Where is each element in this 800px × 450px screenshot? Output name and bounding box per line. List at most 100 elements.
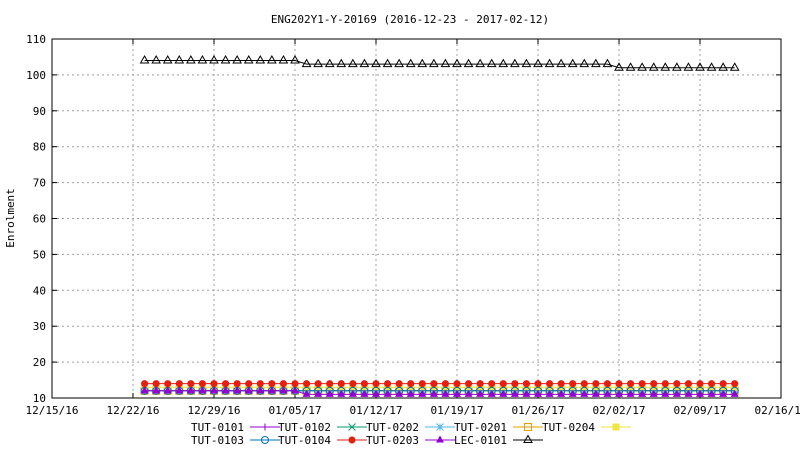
y-tick-label: 60 bbox=[33, 213, 46, 226]
data-point bbox=[324, 58, 335, 68]
data-point bbox=[523, 434, 533, 443]
data-point bbox=[348, 389, 357, 397]
y-tick-label: 80 bbox=[33, 141, 46, 154]
data-point bbox=[268, 380, 276, 388]
data-point bbox=[314, 380, 322, 388]
data-point bbox=[441, 380, 449, 388]
legend-label: TUT-0201 bbox=[454, 421, 507, 434]
data-point bbox=[465, 380, 473, 388]
data-point bbox=[719, 389, 728, 397]
data-point bbox=[371, 58, 381, 68]
legend-item: TUT-0203 bbox=[366, 434, 455, 447]
data-point bbox=[197, 55, 208, 64]
data-point bbox=[430, 380, 438, 388]
data-point bbox=[625, 62, 636, 71]
data-point bbox=[557, 389, 566, 397]
data-point bbox=[245, 380, 253, 388]
data-point bbox=[661, 380, 669, 388]
data-point bbox=[453, 380, 461, 388]
data-point bbox=[233, 386, 242, 394]
data-point bbox=[383, 389, 392, 397]
data-point bbox=[603, 389, 612, 397]
data-point bbox=[325, 389, 334, 397]
data-point bbox=[660, 62, 671, 71]
data-point bbox=[522, 389, 531, 397]
data-point bbox=[486, 58, 497, 68]
data-point bbox=[256, 380, 264, 388]
data-point bbox=[730, 389, 739, 397]
data-point bbox=[592, 380, 600, 388]
data-point bbox=[394, 58, 405, 68]
data-point bbox=[348, 423, 356, 431]
data-point bbox=[429, 389, 438, 397]
data-point bbox=[407, 380, 415, 388]
data-point bbox=[649, 389, 658, 397]
series-layer bbox=[139, 55, 740, 397]
legend-item: TUT-0204 bbox=[542, 421, 631, 434]
data-point bbox=[405, 58, 416, 68]
series-tut-0204 bbox=[141, 383, 739, 391]
data-point bbox=[175, 386, 184, 394]
data-point bbox=[708, 380, 716, 388]
data-point bbox=[151, 55, 162, 64]
data-point bbox=[498, 58, 509, 68]
data-point bbox=[521, 58, 532, 68]
x-tick-label: 01/19/17 bbox=[431, 404, 484, 417]
data-point bbox=[590, 58, 601, 68]
data-point bbox=[348, 436, 356, 444]
data-point bbox=[453, 389, 461, 397]
series-lec-0101 bbox=[139, 55, 740, 71]
legend: TUT-0101 TUT-0102 TUT-0202 TUT-0201 TUT-0204… bbox=[191, 421, 631, 447]
legend-item: TUT-0202 bbox=[366, 421, 455, 434]
data-point bbox=[612, 423, 620, 431]
x-tick-label: 12/29/16 bbox=[188, 404, 241, 417]
data-point bbox=[198, 380, 206, 388]
data-point bbox=[696, 380, 704, 388]
x-tick-label: 01/12/17 bbox=[350, 404, 403, 417]
x-tick-label: 02/16/17 bbox=[755, 404, 800, 417]
data-point bbox=[684, 389, 693, 397]
data-point bbox=[615, 380, 623, 388]
data-point bbox=[428, 58, 439, 68]
data-point bbox=[602, 58, 613, 68]
data-point bbox=[463, 58, 474, 68]
data-point bbox=[568, 389, 577, 397]
data-point bbox=[707, 389, 716, 397]
data-point bbox=[545, 389, 554, 397]
data-point bbox=[221, 386, 230, 394]
data-point bbox=[684, 380, 692, 388]
legend-item: LEC-0101 bbox=[454, 434, 543, 447]
data-point bbox=[672, 389, 681, 397]
data-point bbox=[579, 58, 590, 68]
x-tick-label: 12/22/16 bbox=[107, 404, 160, 417]
x-tick-label: 01/26/17 bbox=[512, 404, 565, 417]
legend-item: TUT-0104 bbox=[278, 434, 367, 447]
x-tick-label: 02/02/17 bbox=[593, 404, 646, 417]
y-tick-label: 50 bbox=[33, 248, 46, 261]
legend-label: LEC-0101 bbox=[454, 434, 507, 447]
data-point bbox=[638, 389, 647, 397]
data-point bbox=[476, 389, 485, 397]
legend-label: TUT-0203 bbox=[366, 434, 419, 447]
data-point bbox=[279, 386, 288, 394]
data-point bbox=[626, 389, 635, 397]
data-point bbox=[487, 389, 496, 397]
data-point bbox=[476, 380, 484, 388]
data-point bbox=[302, 389, 311, 397]
data-point bbox=[436, 435, 444, 443]
data-point bbox=[209, 55, 219, 64]
data-point bbox=[174, 55, 185, 64]
data-point bbox=[255, 55, 266, 64]
data-point bbox=[557, 380, 565, 388]
y-tick-label: 70 bbox=[33, 177, 46, 190]
data-point bbox=[314, 389, 323, 397]
data-point bbox=[152, 386, 161, 394]
data-point bbox=[337, 389, 346, 397]
legend-label: TUT-0202 bbox=[366, 421, 419, 434]
data-point bbox=[499, 380, 507, 388]
data-point bbox=[347, 58, 358, 68]
data-point bbox=[522, 380, 530, 388]
legend-item: TUT-0102 bbox=[278, 421, 367, 434]
data-point bbox=[567, 58, 578, 68]
data-point bbox=[406, 389, 415, 397]
